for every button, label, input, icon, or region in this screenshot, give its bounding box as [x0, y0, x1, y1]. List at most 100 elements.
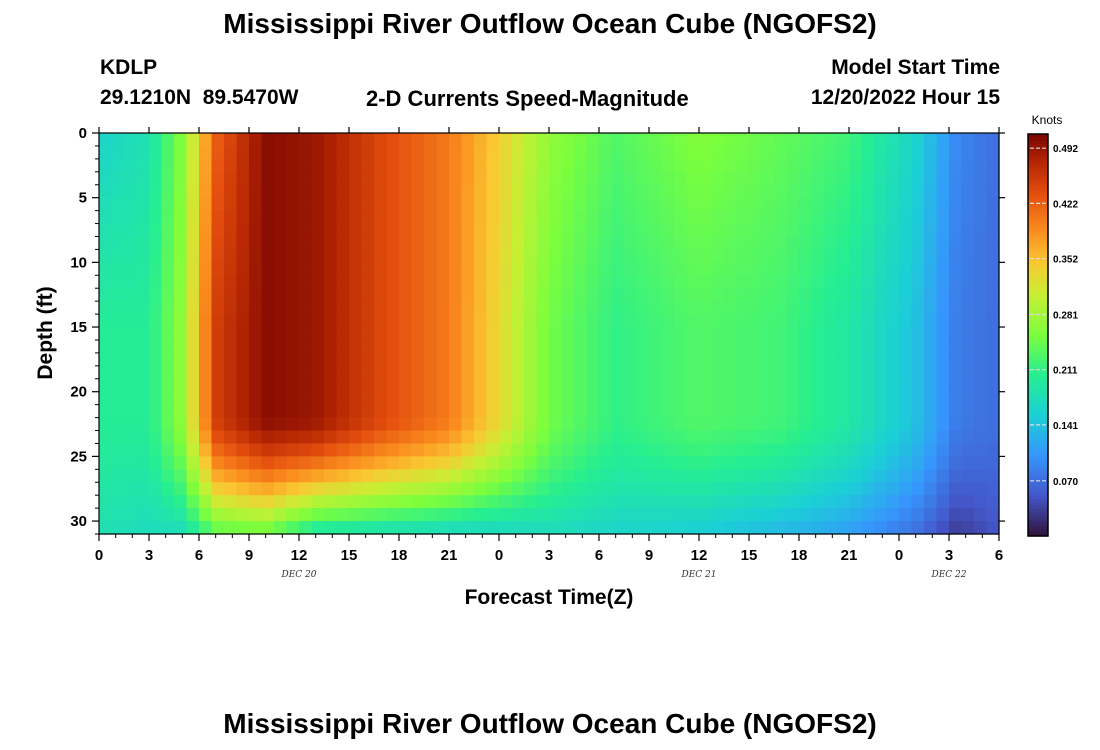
heatmap-cell	[874, 184, 888, 199]
heatmap-cell	[336, 378, 350, 393]
heatmap-cell	[599, 391, 613, 406]
heatmap-cell	[711, 275, 725, 289]
heatmap-cell	[786, 158, 800, 173]
heatmap-cell	[149, 171, 163, 186]
heatmap-cell	[599, 158, 613, 173]
heatmap-cell	[486, 391, 500, 406]
heatmap-cell	[399, 184, 413, 199]
heatmap-cell	[736, 314, 750, 328]
heatmap-cell	[811, 365, 825, 380]
heatmap-cell	[561, 223, 575, 238]
heatmap-cell	[511, 275, 525, 289]
heatmap-cell	[386, 339, 400, 354]
heatmap-cell	[561, 482, 575, 496]
heatmap-cell	[349, 456, 363, 470]
heatmap-cell	[336, 391, 350, 406]
heatmap-cell	[774, 184, 788, 199]
heatmap-cell	[211, 145, 225, 160]
heatmap-cell	[311, 145, 325, 160]
heatmap-cell	[611, 275, 625, 289]
heatmap-cell	[924, 508, 938, 522]
heatmap-cell	[486, 417, 500, 432]
heatmap-cell	[686, 443, 700, 457]
heatmap-cell	[286, 314, 300, 328]
heatmap-cell	[636, 249, 650, 263]
x-tick-label: 12	[291, 547, 308, 564]
heatmap-cell	[299, 275, 313, 289]
heatmap-cell	[436, 339, 450, 354]
heatmap-cell	[161, 236, 175, 251]
heatmap-cell	[236, 210, 250, 225]
heatmap-cell	[161, 417, 175, 432]
heatmap-cell	[736, 145, 750, 160]
heatmap-cell	[436, 352, 450, 367]
heatmap-cell	[836, 508, 850, 522]
heatmap-cell	[461, 262, 475, 276]
heatmap-cell	[336, 210, 350, 225]
heatmap-cell	[249, 210, 263, 225]
heatmap-cell	[886, 365, 900, 380]
heatmap-cell	[336, 197, 350, 212]
heatmap-cell	[749, 301, 763, 315]
heatmap-cell	[174, 378, 188, 393]
heatmap-cell	[311, 288, 325, 302]
heatmap-cell	[936, 145, 950, 160]
colorbar-swatch	[1028, 160, 1048, 165]
heatmap-cell	[411, 430, 425, 445]
heatmap-cell	[599, 378, 613, 393]
heatmap-cell	[486, 482, 500, 496]
heatmap-cell	[799, 236, 813, 251]
heatmap-cell	[936, 495, 950, 509]
heatmap-cell	[811, 443, 825, 457]
heatmap-cell	[711, 521, 725, 535]
heatmap-cell	[899, 314, 913, 328]
heatmap-cell	[674, 339, 688, 354]
heatmap-cell	[211, 391, 225, 406]
heatmap-cell	[949, 288, 963, 302]
heatmap-cell	[224, 430, 238, 445]
heatmap-cell	[499, 521, 513, 535]
heatmap-cell	[649, 508, 663, 522]
heatmap-cell	[611, 443, 625, 457]
heatmap-cell	[511, 482, 525, 496]
heatmap-cell	[774, 495, 788, 509]
heatmap-cell	[624, 145, 638, 160]
heatmap-cell	[361, 495, 375, 509]
heatmap-cell	[111, 391, 125, 406]
heatmap-cell	[586, 469, 600, 483]
heatmap-cell	[361, 404, 375, 419]
heatmap-cell	[286, 301, 300, 315]
heatmap-cell	[224, 262, 238, 276]
heatmap-cell	[536, 133, 550, 147]
colorbar-swatch	[1028, 281, 1048, 286]
heatmap-cell	[411, 262, 425, 276]
heatmap-cell	[749, 508, 763, 522]
heatmap-cell	[899, 327, 913, 341]
heatmap-cell	[924, 210, 938, 225]
heatmap-cell	[886, 171, 900, 186]
heatmap-cell	[561, 365, 575, 380]
heatmap-cell	[624, 301, 638, 315]
heatmap-cell	[749, 430, 763, 445]
heatmap-cell	[624, 210, 638, 225]
heatmap-cell	[349, 430, 363, 445]
heatmap-cell	[974, 197, 988, 212]
heatmap-cell	[286, 262, 300, 276]
colorbar-swatch	[1028, 381, 1048, 386]
heatmap-cell	[399, 275, 413, 289]
heatmap-cell	[961, 508, 975, 522]
heatmap-cell	[449, 133, 463, 147]
heatmap-cell	[811, 301, 825, 315]
heatmap-cell	[99, 417, 113, 432]
heatmap-cell	[761, 158, 775, 173]
heatmap-cell	[774, 417, 788, 432]
heatmap-cell	[799, 378, 813, 393]
heatmap-cell	[799, 495, 813, 509]
heatmap-cell	[136, 378, 150, 393]
heatmap-cell	[774, 145, 788, 160]
heatmap-cell	[499, 184, 513, 199]
heatmap-cell	[924, 456, 938, 470]
heatmap-cell	[561, 171, 575, 186]
heatmap-cell	[549, 378, 563, 393]
heatmap-cell	[661, 210, 675, 225]
